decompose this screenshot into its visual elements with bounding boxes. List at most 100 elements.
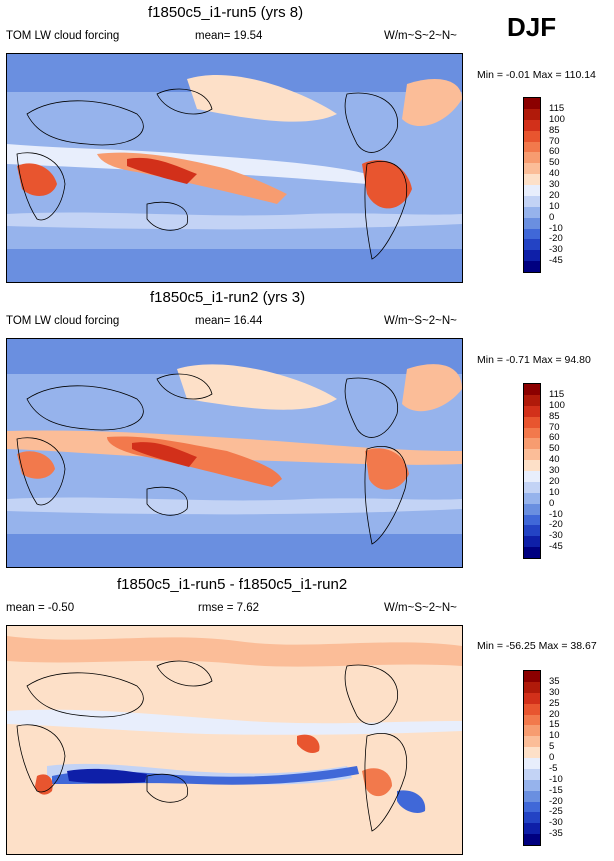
colorbar-segment — [524, 438, 540, 450]
colorbar-segment — [524, 384, 540, 395]
colorbar-tick-label: -30 — [549, 244, 563, 256]
panel3-colorbar — [523, 670, 541, 846]
colorbar-segment — [524, 736, 540, 748]
panel1-title: f1850c5_i1-run5 (yrs 8) — [148, 4, 304, 21]
colorbar-tick-label: 5 — [549, 741, 555, 753]
colorbar-tick-label: 100 — [549, 399, 565, 411]
colorbar-segment — [524, 471, 540, 482]
colorbar-tick-label: 0 — [549, 752, 555, 763]
colorbar-tick-label: 40 — [549, 454, 560, 466]
colorbar-segment — [524, 714, 540, 726]
panel1-antarctic-field — [7, 249, 462, 282]
colorbar-segment — [524, 261, 540, 272]
colorbar-tick-label: -10 — [549, 222, 563, 234]
colorbar-segment — [524, 394, 540, 406]
colorbar-segment — [524, 217, 540, 229]
colorbar-segment — [524, 427, 540, 439]
colorbar-tick-label: -35 — [549, 828, 563, 840]
panel3-negative-halo — [7, 709, 462, 735]
panel1-north-pacific-storm-track — [187, 74, 337, 122]
panel2-amazon-max — [365, 448, 409, 490]
panel2-mean-label: mean= 16.44 — [195, 315, 263, 327]
panel3-arctic-positive — [7, 636, 462, 667]
colorbar-segment — [524, 514, 540, 526]
panel1-map-svg — [7, 54, 462, 282]
colorbar-tick-label: 85 — [549, 410, 560, 422]
panel2-minmax-label: Min = -0.71 Max = 94.80 — [477, 354, 591, 366]
colorbar-tick-label: 30 — [549, 686, 560, 698]
panel3-mean-label: mean = -0.50 — [6, 602, 75, 614]
colorbar-tick-label: -45 — [549, 255, 563, 267]
panel1-southern-storm-track — [7, 212, 462, 230]
colorbar-segment — [524, 449, 540, 461]
panel3-east-pacific-positive — [297, 734, 320, 754]
colorbar-segment — [524, 98, 540, 109]
colorbar-segment — [524, 108, 540, 120]
colorbar-tick-label: 85 — [549, 124, 560, 136]
colorbar-tick-label: -20 — [549, 519, 563, 531]
colorbar-tick-label: 60 — [549, 146, 560, 158]
colorbar-tick-label: -10 — [549, 773, 563, 785]
colorbar-segment — [524, 119, 540, 131]
panel1-amazon-max — [362, 160, 412, 209]
panel2-colorbar — [523, 383, 541, 559]
panel2-southern-storm-track — [7, 497, 462, 515]
colorbar-tick-label: 70 — [549, 135, 560, 147]
colorbar-segment — [524, 725, 540, 737]
colorbar-segment — [524, 195, 540, 207]
panel1-variable-label: TOM LW cloud forcing — [6, 30, 120, 42]
colorbar-segment — [524, 747, 540, 758]
colorbar-segment — [524, 250, 540, 262]
season-label: DJF — [507, 12, 557, 42]
panel1-colorbar — [523, 97, 541, 273]
colorbar-segment — [524, 536, 540, 548]
colorbar-tick-label: 115 — [549, 388, 565, 400]
colorbar-tick-label: -30 — [549, 817, 563, 829]
panel2-coastlines — [16, 373, 408, 545]
panel1-units-label: W/m~S~2~N~ — [384, 30, 457, 42]
colorbar-segment — [524, 525, 540, 537]
colorbar-segment — [524, 492, 540, 504]
colorbar-segment — [524, 790, 540, 802]
colorbar-segment — [524, 758, 540, 769]
colorbar-tick-label: 30 — [549, 179, 560, 190]
colorbar-segment — [524, 692, 540, 704]
colorbar-tick-label: 20 — [549, 475, 560, 487]
colorbar-segment — [524, 163, 540, 175]
panel3-map-svg — [7, 626, 462, 854]
colorbar-segment — [524, 174, 540, 185]
colorbar-tick-label: 10 — [549, 486, 560, 498]
panel2-map — [6, 338, 463, 568]
colorbar-tick-label: 10 — [549, 200, 560, 212]
colorbar-segment — [524, 503, 540, 515]
colorbar-segment — [524, 185, 540, 196]
colorbar-segment — [524, 812, 540, 824]
colorbar-tick-label: -20 — [549, 795, 563, 807]
colorbar-segment — [524, 801, 540, 813]
colorbar-tick-label: 20 — [549, 189, 560, 201]
colorbar-tick-label: -45 — [549, 541, 563, 553]
panel3-coastlines — [16, 660, 408, 832]
panel2-antarctic-field — [7, 534, 462, 567]
panel3-south-atlantic-negative — [397, 790, 426, 813]
colorbar-tick-label: 0 — [549, 497, 555, 509]
colorbar-segment — [524, 823, 540, 835]
colorbar-tick-label: 35 — [549, 675, 560, 687]
colorbar-tick-label: 25 — [549, 697, 560, 709]
colorbar-segment — [524, 228, 540, 240]
colorbar-tick-label: 15 — [549, 719, 560, 731]
panel1-minmax-label: Min = -0.01 Max = 110.14 — [477, 69, 596, 81]
colorbar-segment — [524, 481, 540, 493]
colorbar-segment — [524, 834, 540, 845]
colorbar-tick-label: -20 — [549, 233, 563, 245]
colorbar-tick-label: 0 — [549, 211, 555, 223]
panel2-title: f1850c5_i1-run2 (yrs 3) — [150, 289, 306, 306]
panel3-units-label: W/m~S~2~N~ — [384, 602, 457, 614]
panel1-north-atlantic-storm-track — [402, 79, 462, 127]
colorbar-tick-label: 60 — [549, 432, 560, 444]
colorbar-segment — [524, 416, 540, 428]
colorbar-tick-label: -25 — [549, 806, 563, 818]
colorbar-tick-label: -30 — [549, 530, 563, 542]
panel1-mean-label: mean= 19.54 — [195, 30, 263, 42]
panel3-equatorial-negative-core — [67, 768, 147, 784]
